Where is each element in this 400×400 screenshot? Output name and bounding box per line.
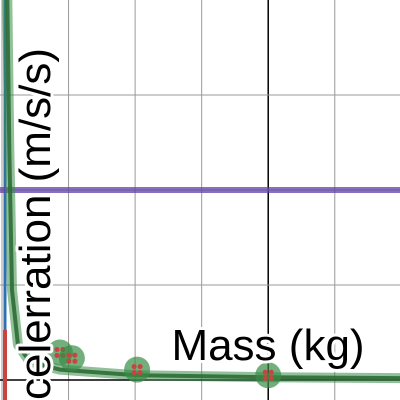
point-dot xyxy=(66,352,72,358)
point-dot xyxy=(131,364,137,370)
point-halo xyxy=(255,362,282,389)
point-dot xyxy=(66,358,72,364)
fit-curve xyxy=(5,0,400,381)
point-dot xyxy=(72,352,78,358)
point-dot xyxy=(137,364,143,370)
point-halo xyxy=(58,345,85,372)
point-dot xyxy=(137,370,143,376)
point-dot xyxy=(54,352,60,358)
point-dot xyxy=(72,358,78,364)
x-axis-label: Mass (kg) xyxy=(171,321,364,370)
point-dot xyxy=(268,369,274,375)
point-dot xyxy=(262,369,268,375)
y-axis-label: celerration (m/s/s) xyxy=(11,48,60,400)
point-dot xyxy=(268,375,274,381)
point-dot xyxy=(262,375,268,381)
point-halo xyxy=(124,356,151,383)
point-dot xyxy=(54,346,60,352)
point-dot xyxy=(131,370,137,376)
